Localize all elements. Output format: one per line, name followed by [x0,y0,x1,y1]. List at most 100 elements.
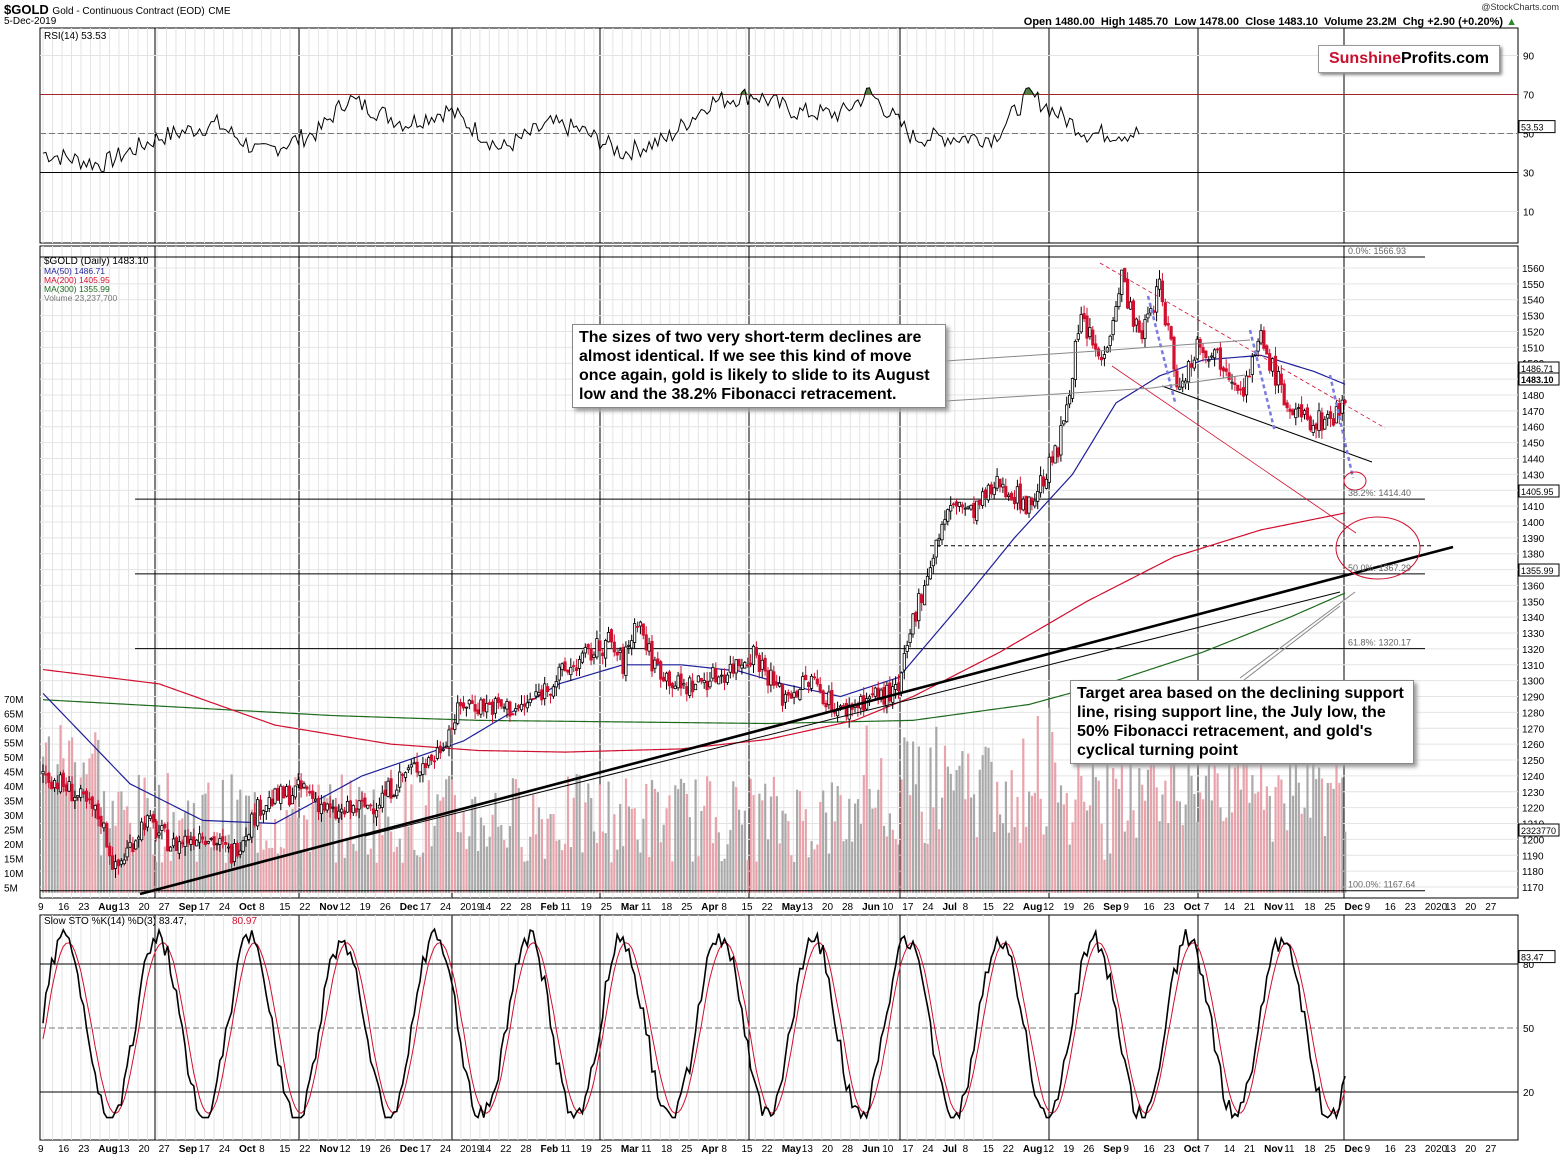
x-axis-label: 26 [380,902,392,913]
candle-body [937,538,941,541]
rising-support-line [139,545,1454,896]
x-axis-label: 23 [78,902,90,913]
candle-body [1123,267,1127,283]
x-axis-label: Feb [541,902,559,913]
candle-body [258,799,263,816]
candle-body [1230,381,1234,384]
volume-bar [297,817,300,893]
volume-bar [961,751,964,893]
volume-bar [317,784,320,893]
candle-body [1073,340,1077,381]
fib-label: 50.0%: 1367.29 [1348,563,1411,573]
volume-tick-label: 55M [4,739,23,750]
candle-body [1030,497,1034,506]
candle-body [1265,345,1269,355]
candle-body [1140,330,1144,340]
candle-body [111,855,115,870]
callout-pointer [1239,591,1356,679]
volume-bar [1233,767,1237,893]
volume-bar [909,795,912,893]
volume-bar [314,792,317,893]
candle-body [267,797,271,809]
candle-body [546,686,550,692]
x-axis-label: 19 [1063,902,1075,913]
volume-bar [755,861,758,893]
candle-body [998,478,1002,488]
candle-body [908,633,912,643]
volume-bar [68,740,71,893]
candle-body [212,836,216,846]
candle-body [818,684,822,692]
candle-body [116,859,120,867]
volume-bar [720,861,723,893]
candle-body [656,658,660,664]
volume-bar [526,860,529,893]
candle-body [1126,279,1130,309]
volume-bar [827,853,831,893]
candle-body [1082,313,1086,320]
candle-body [711,667,715,679]
candle-body [754,647,759,656]
candle-body [424,763,428,769]
x-axis-label-bottom: 20 [1465,1144,1477,1155]
price-tick-label: 1170 [1522,883,1544,894]
candle-body [1111,320,1115,336]
volume-bar [1144,800,1147,893]
candle-body [934,539,938,558]
volume-bar [848,798,851,893]
price-tick-label: 1410 [1522,502,1545,513]
candle-body [412,762,416,765]
volume-bar [1289,743,1292,893]
volume-bar [1257,791,1260,893]
volume-bar [1306,747,1309,893]
volume-bar [372,789,375,893]
candle-body [673,685,677,690]
volume-bar [613,814,616,893]
candle-body [821,690,825,705]
price-tick-label: 1510 [1522,343,1545,354]
volume-bar [723,858,726,893]
price-tick-label: 1240 [1522,772,1545,783]
volume-bar [801,821,804,893]
x-axis-label-bottom: 8 [259,1144,265,1155]
candle-body [783,693,788,703]
x-axis-label: 25 [601,902,613,913]
candle-body [409,764,413,768]
volume-bar [1016,796,1019,893]
candle-body [954,501,959,507]
volume-bar [276,853,280,893]
volume-bar [839,795,842,893]
candle-body [638,621,643,627]
price-tick-label: 1540 [1522,296,1545,307]
volume-bar [459,832,462,893]
candle-body [809,675,814,689]
red-dashed-resistance [1099,262,1386,429]
volume-bar [610,862,613,893]
candle-body [195,839,199,847]
volume-bar [1332,788,1335,893]
candle-body [151,814,155,823]
candle-body [403,772,408,778]
volume-bar [479,817,483,893]
volume-bar [1036,716,1039,893]
volume-bar [1228,730,1231,893]
price-tick-label: 1350 [1522,597,1545,608]
x-axis-label: 26 [1083,902,1095,913]
candle-body [633,623,637,643]
candle-body [55,782,60,790]
volume-bar [503,840,506,893]
x-axis-label-bottom: 2020 [1425,1144,1448,1155]
candle-body [253,812,257,826]
candle-body [1204,350,1208,359]
volume-bar [558,839,561,893]
volume-bar [677,789,680,893]
candle-body [1233,382,1237,386]
price-current-box [1518,563,1560,577]
price-frame [39,245,1519,899]
volume-bar [859,823,862,893]
candle-body [87,798,91,801]
x-axis-label: 8 [259,902,265,913]
volume-bar [149,827,152,893]
candle-body [952,503,956,506]
x-axis-label-bottom: 18 [661,1144,673,1155]
